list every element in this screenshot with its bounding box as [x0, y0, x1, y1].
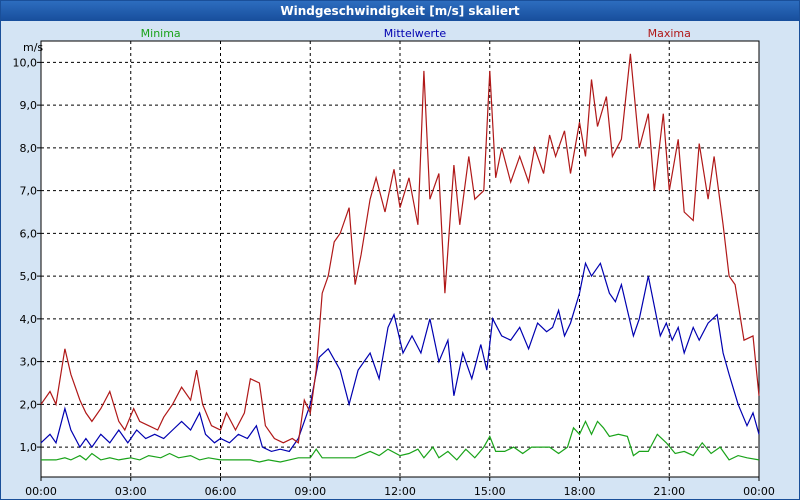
y-tick-label: 10,0	[13, 56, 38, 69]
y-tick-label: 5,0	[20, 270, 38, 283]
x-tick-date: 20.04.22	[735, 497, 784, 499]
x-tick-date: 19.04.22	[196, 497, 245, 499]
wind-speed-chart: m/s 1,0 2,0 3,0 4,0 5,0 6,0 7,0 8,0 9,0 10,0 00:0…	[13, 27, 784, 499]
legend-minima: Minima	[141, 27, 181, 40]
grid-lines	[41, 41, 759, 477]
legend: Minima Mittelwerte Maxima	[141, 27, 691, 40]
x-tick-date: 19.04.22	[106, 497, 155, 499]
x-tick-date: 19.04.22	[17, 497, 66, 499]
x-tick-time: 12:00	[384, 485, 416, 498]
series-line-mittelwerte	[40, 261, 760, 453]
y-tick-label: 3,0	[20, 356, 38, 369]
window-title: Windgeschwindigkeit [m/s] skaliert	[1, 1, 799, 21]
y-axis-unit: m/s	[23, 41, 43, 54]
y-tick-label: 4,0	[20, 313, 38, 326]
x-tick-time: 09:00	[294, 485, 326, 498]
y-tick-label: 9,0	[20, 99, 38, 112]
legend-mittelwerte: Mittelwerte	[384, 27, 447, 40]
x-tick-time: 15:00	[474, 485, 506, 498]
x-tick-date: 19.04.22	[286, 497, 335, 499]
series-line-minima	[41, 419, 760, 463]
y-tick-label: 1,0	[20, 441, 38, 454]
y-tick-label: 7,0	[20, 185, 38, 198]
y-axis: m/s 1,0 2,0 3,0 4,0 5,0 6,0 7,0 8,0 9,0 10,0	[13, 41, 44, 454]
x-tick-date: 19.04.22	[376, 497, 425, 499]
y-tick-label: 2,0	[20, 398, 38, 411]
legend-maxima: Maxima	[648, 27, 691, 40]
x-tick-date: 19.04.22	[555, 497, 604, 499]
x-tick-time: 03:00	[115, 485, 147, 498]
x-tick-date: 19.04.22	[645, 497, 694, 499]
x-tick-time: 06:00	[205, 485, 237, 498]
x-tick-time: 21:00	[653, 485, 685, 498]
series-line-maxima	[40, 53, 760, 444]
x-tick-time: 00:00	[743, 485, 775, 498]
x-tick-time: 18:00	[564, 485, 596, 498]
x-tick-time: 00:00	[25, 485, 57, 498]
y-tick-label: 8,0	[20, 142, 38, 155]
x-axis: 00:0019.04.2203:0019.04.2206:0019.04.220…	[17, 477, 784, 499]
x-tick-date: 19.04.22	[465, 497, 514, 499]
y-tick-label: 6,0	[20, 227, 38, 240]
data-series	[40, 53, 760, 463]
